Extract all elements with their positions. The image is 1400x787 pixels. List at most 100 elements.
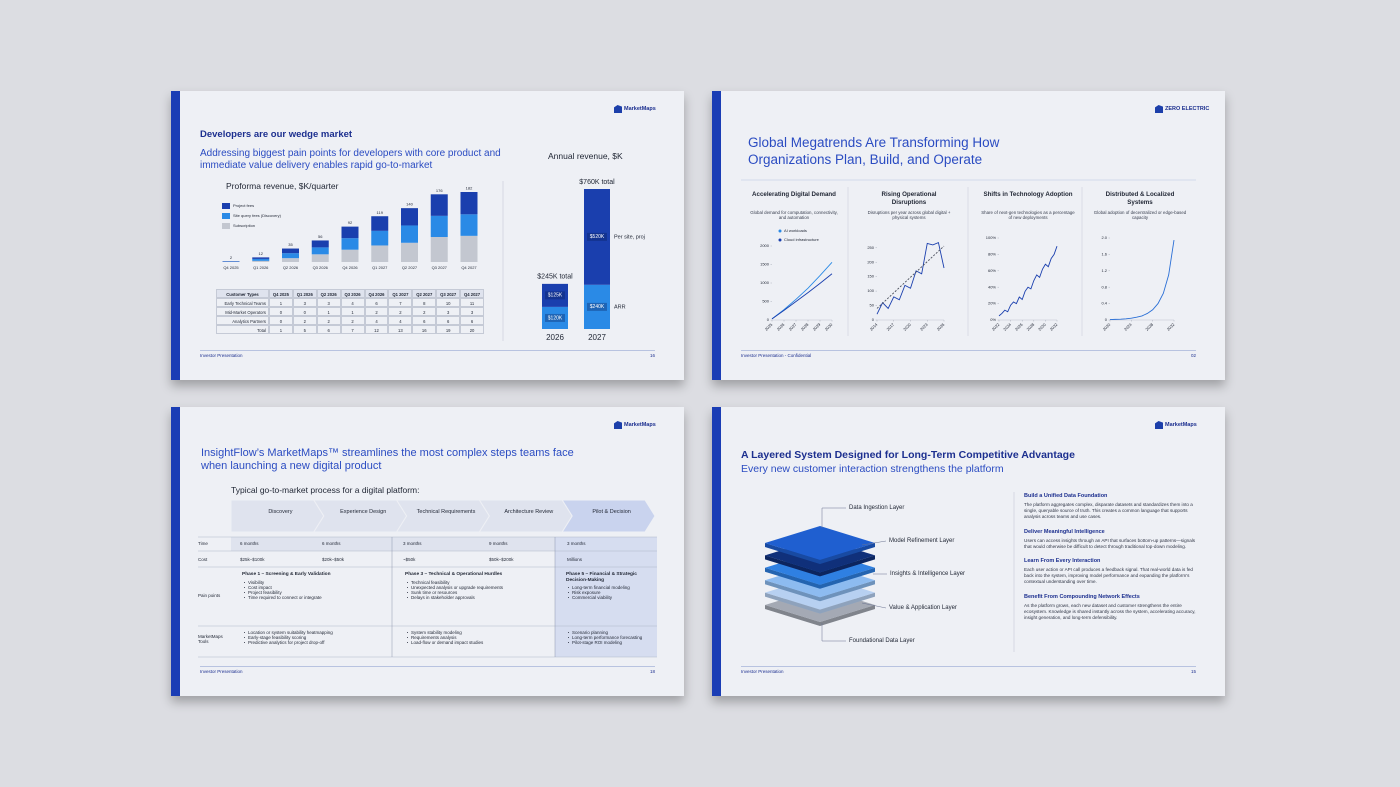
table-cell: 4 — [388, 316, 413, 325]
legend-swatch — [222, 203, 230, 209]
data-line — [771, 273, 833, 320]
bar-segment — [282, 248, 299, 254]
bar-segment — [341, 226, 359, 239]
table-header-cell: Q4 2027 — [460, 289, 484, 298]
process-chevron — [478, 499, 573, 533]
footer-line — [200, 350, 655, 351]
process-chevron — [561, 499, 656, 533]
value-label: $240K — [590, 304, 605, 310]
row-label: Pain points — [198, 593, 221, 598]
layer-side — [765, 592, 875, 614]
table-cell: 8 — [412, 298, 437, 307]
chart-title: Proforma revenue, $K/quarter — [226, 181, 339, 191]
y-tick-label: 1500 — [760, 262, 770, 267]
page-number: 18 — [649, 669, 655, 674]
logo: ZERO ELECTRIC — [1165, 105, 1210, 112]
process-step: Pilot & Decision — [592, 509, 631, 515]
y-tick-label: 20% — [988, 301, 996, 306]
bullet — [407, 581, 409, 584]
bar-segment — [341, 249, 359, 262]
x-tick-label: Q3 2026 — [313, 265, 329, 270]
list-item: System stability modeling — [411, 630, 462, 635]
list-item: Location or system suitability heatmappi… — [248, 630, 333, 635]
bullet — [244, 636, 246, 639]
table-header-cell: Q2 2027 — [412, 289, 437, 298]
table-cell: 6 — [364, 298, 389, 307]
bullet — [407, 586, 409, 589]
row-value: 6 months — [322, 541, 341, 546]
y-tick-label: 2.0 — [1101, 235, 1107, 240]
chart-title: Distributed & Localized Systems — [1105, 191, 1175, 206]
value-label: $120K — [548, 315, 563, 321]
chart-subtitle: Global adoption of decentralized or edge… — [1093, 210, 1187, 221]
table-cell: 6 — [412, 316, 437, 325]
point-heading: Build a Unified Data Foundation — [1024, 493, 1108, 499]
x-tick-label: 2024 — [1123, 321, 1133, 331]
bar-segment — [430, 215, 448, 237]
y-tick-label: 0 — [872, 317, 875, 322]
table-cell: 3 — [460, 307, 484, 316]
x-tick-label: 2017 — [885, 321, 895, 331]
connector — [821, 623, 846, 642]
bar-segment — [542, 283, 568, 307]
bar-segment — [311, 240, 329, 248]
chart-title: Rising Operational Disruptions — [881, 191, 937, 206]
table-cell: 19 — [436, 325, 461, 334]
bar-segment — [371, 230, 389, 246]
table-header-cell: Q4 2026 — [364, 289, 389, 298]
bar-total-label: 92 — [348, 220, 353, 225]
table-cell: 10 — [436, 298, 461, 307]
row-label: Time — [198, 541, 208, 546]
footer-text: Investor Presentation — [200, 669, 243, 674]
row-value: 3 months — [403, 541, 422, 546]
x-tick-label: 2028 — [1025, 321, 1035, 331]
table-cell: 7 — [340, 325, 365, 334]
y-tick-label: 500 — [762, 299, 769, 304]
point-text: Users can access insights through an API… — [1024, 537, 1196, 549]
table-cell: Total — [216, 325, 269, 334]
chart-title: Shifts in Technology Adoption — [983, 191, 1073, 198]
y-tick-label: 100% — [986, 235, 997, 240]
layer-label: Model Refinement Layer — [889, 538, 955, 544]
bullet — [407, 596, 409, 599]
bullet — [244, 586, 246, 589]
bullet — [568, 641, 570, 644]
legend-label: Cloud infrastructure — [784, 237, 820, 242]
y-tick-label: 250 — [867, 245, 874, 250]
table-cell: 20 — [460, 325, 484, 334]
bar-segment — [542, 306, 568, 329]
process-step: Technical Requirements — [416, 509, 476, 515]
y-tick-label: 1000 — [760, 280, 770, 285]
bullet — [407, 636, 409, 639]
layer-label: Insights & Intelligence Layer — [890, 571, 966, 577]
x-tick-label: 2020 — [1102, 321, 1112, 331]
footer-text: Investor Presentation — [741, 669, 784, 674]
x-tick-label: 2023 — [919, 321, 929, 331]
x-tick-label: 2028 — [1144, 321, 1154, 331]
table-cell: 3 — [292, 298, 317, 307]
point-heading: Deliver Meaningful Intelligence — [1024, 529, 1105, 535]
row-value: ~$50k — [403, 557, 416, 562]
layer-side — [765, 543, 875, 564]
x-tick-label: 2030 — [1037, 321, 1047, 331]
slide: MarketMaps Investor Presentation 15 A Layer… — [712, 407, 1225, 696]
bar-segment — [584, 189, 610, 285]
accent-bar — [171, 91, 180, 380]
y-tick-label: 80% — [988, 251, 996, 256]
legend-label: AI workloads — [784, 228, 807, 233]
slide-graphics: Project fees Site query fees (Discovery) S… — [222, 179, 645, 342]
bar-segment — [460, 192, 478, 215]
bar-segment — [584, 284, 610, 329]
connector — [821, 507, 846, 528]
page-number: 02 — [1190, 353, 1196, 358]
data-line — [876, 245, 945, 309]
legend-label: Subscription — [233, 223, 255, 228]
value-label-bg — [587, 232, 607, 241]
row-value: Millions — [567, 557, 583, 562]
legend-label: Site query fees (Discovery) — [233, 213, 282, 218]
phase-heading: Phase 5 – Financial & Strategic Decision… — [566, 572, 637, 583]
logo: MarketMaps — [624, 421, 656, 428]
logo: MarketMaps — [624, 105, 656, 112]
table-header-cell: Q4 2025 — [269, 289, 293, 298]
list-item: Technical feasibility — [411, 580, 450, 585]
